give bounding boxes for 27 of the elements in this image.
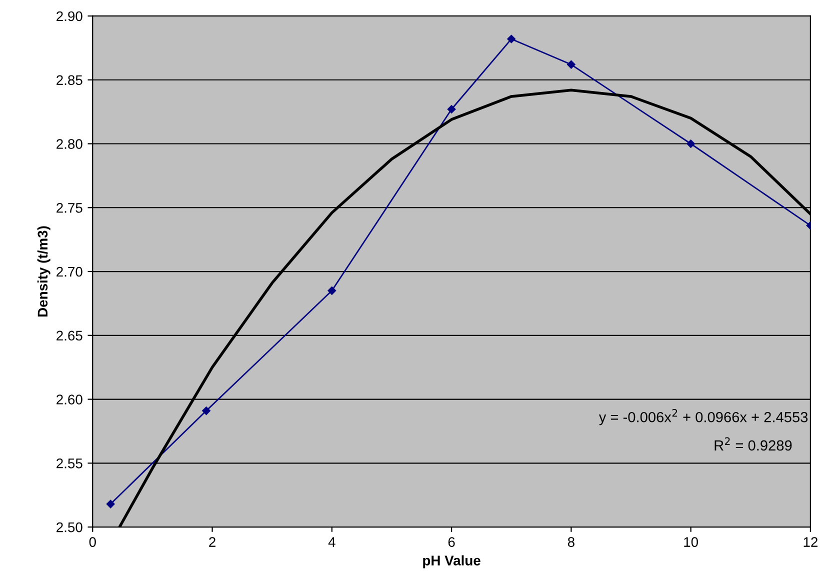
annotation: R$^{2}$ = 0.9289 <box>714 437 792 451</box>
x-tick-label: 8 <box>568 537 574 547</box>
y-tick-label: 2.80 <box>56 139 82 149</box>
point <box>202 406 210 415</box>
x-tick-label: 6 <box>448 537 455 547</box>
point <box>507 34 516 44</box>
y-tick-label: 2.50 <box>56 522 82 532</box>
point <box>447 105 456 114</box>
x-tick-label: 2 <box>209 537 216 547</box>
x-tick-label: 12 <box>804 537 818 547</box>
y-tick-label: 2.65 <box>56 330 82 341</box>
y-axis-title: Density (t/m3) <box>37 226 50 316</box>
y-tick-label: 2.75 <box>56 202 82 213</box>
y-tick-label: 2.85 <box>56 75 82 86</box>
annotation: y = -0.006x$^{2}$ + 0.0966x + 2.4553 <box>598 408 808 426</box>
y-tick-label: 2.90 <box>56 11 82 22</box>
x-tick-label: 4 <box>328 537 336 547</box>
y-tick-label: 2.55 <box>56 458 82 468</box>
x-axis-title: pH Value <box>423 555 480 568</box>
y-tick-label: 2.70 <box>56 266 82 277</box>
point <box>567 60 576 69</box>
point <box>106 500 115 508</box>
point <box>686 140 695 148</box>
y-tick-label: 2.60 <box>56 394 82 404</box>
point <box>328 286 336 295</box>
x-tick-label: 0 <box>89 537 96 547</box>
x-tick-label: 10 <box>684 537 698 547</box>
